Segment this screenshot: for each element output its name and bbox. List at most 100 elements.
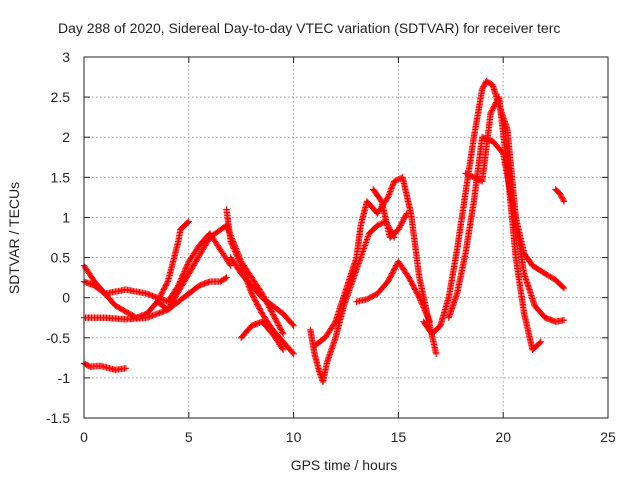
data-point-marks xyxy=(97,362,118,373)
data-point-marks xyxy=(112,302,139,321)
y-tick-label: 3 xyxy=(62,49,70,65)
data-point-marks xyxy=(223,206,234,244)
data-point-marks xyxy=(238,270,254,288)
data-point-marks xyxy=(495,93,511,171)
data-point-marks xyxy=(529,339,544,353)
data-point-marks xyxy=(529,262,548,276)
y-tick-label: 2.5 xyxy=(51,89,71,105)
data-point-marks xyxy=(259,294,275,308)
data-point-marks xyxy=(91,278,118,308)
data-point-marks xyxy=(353,223,364,261)
data-point-marks xyxy=(541,270,558,283)
data-point-marks xyxy=(185,235,213,277)
data-point-marks xyxy=(386,227,401,241)
y-tick-label: 1.5 xyxy=(51,169,71,185)
data-point-marks xyxy=(357,231,372,261)
series-track-12 xyxy=(370,186,410,241)
y-tick-label: 2 xyxy=(62,129,70,145)
data-point-marks xyxy=(342,255,360,293)
data-series xyxy=(80,77,568,386)
axis-ticks: 0 5 10 15 20 25 -1.5 -1 -0.5 0 0.5 1 1.5 2 2.5 3 xyxy=(46,49,616,445)
data-point-marks xyxy=(512,254,528,316)
data-point-marks xyxy=(238,323,254,341)
data-point-marks xyxy=(279,310,296,328)
data-point-marks xyxy=(556,190,567,204)
data-point-marks xyxy=(319,360,330,386)
data-point-marks xyxy=(269,330,286,352)
data-point-marks xyxy=(206,230,223,252)
data-point-marks xyxy=(227,238,244,268)
data-point-marks xyxy=(407,210,423,280)
data-point-mark xyxy=(403,210,410,217)
data-point-marks xyxy=(531,302,548,320)
plot-frame xyxy=(83,56,609,419)
data-point-marks xyxy=(453,251,469,297)
data-point-mark xyxy=(537,338,545,345)
series-track-8 xyxy=(238,318,287,354)
data-point-marks xyxy=(504,166,519,260)
data-point-marks xyxy=(307,326,318,356)
y-tick-label: -1.5 xyxy=(46,410,70,426)
y-tick-label: 0 xyxy=(62,290,70,306)
x-tick-label: 25 xyxy=(600,429,616,445)
y-tick-label: 1 xyxy=(62,209,70,225)
data-point-marks xyxy=(196,231,212,249)
data-point-marks xyxy=(470,87,486,141)
data-point-marks xyxy=(269,302,286,316)
grid-lines xyxy=(84,57,608,418)
series-track-15 xyxy=(462,93,545,353)
data-point-marks xyxy=(521,270,538,308)
data-point-marks xyxy=(143,299,160,317)
data-point-marks xyxy=(177,219,191,233)
data-point-marks xyxy=(357,199,370,229)
data-point-marks xyxy=(259,318,275,336)
data-point-marks xyxy=(365,223,380,237)
data-point-marks xyxy=(416,294,433,324)
data-point-marks xyxy=(185,243,202,265)
data-point-marks xyxy=(363,198,380,216)
chart-title: Day 288 of 2020, Sidereal Day-to-day VTE… xyxy=(58,20,560,36)
data-point-marks xyxy=(428,323,443,337)
x-tick-label: 0 xyxy=(80,429,88,445)
y-tick-label: 0.5 xyxy=(51,250,71,266)
data-point-marks xyxy=(279,338,296,356)
data-point-marks xyxy=(101,314,128,323)
series-track-10 xyxy=(311,174,440,358)
data-point-marks xyxy=(164,283,181,305)
x-tick-label: 10 xyxy=(286,429,302,445)
data-point-marks xyxy=(217,275,229,285)
data-point-marks xyxy=(552,186,562,196)
data-point-marks xyxy=(259,310,275,332)
data-point-marks xyxy=(437,295,452,329)
data-point-mark xyxy=(223,274,230,281)
data-point-marks xyxy=(164,239,182,285)
data-point-marks xyxy=(384,179,397,201)
data-point-marks xyxy=(420,318,435,336)
y-tick-label: -1 xyxy=(58,370,71,386)
data-point-marks xyxy=(552,276,567,291)
x-tick-label: 20 xyxy=(495,429,511,445)
x-tick-label: 5 xyxy=(185,429,193,445)
data-point-mark xyxy=(290,322,297,329)
series-track-16 xyxy=(552,186,568,205)
data-point-marks xyxy=(321,319,338,341)
data-point-marks xyxy=(378,198,393,240)
data-point-marks xyxy=(399,174,414,216)
data-point-marks xyxy=(521,310,536,352)
data-point-marks xyxy=(521,250,535,268)
data-point-marks xyxy=(217,246,233,268)
data-point-marks xyxy=(349,255,364,285)
data-point-marks xyxy=(395,211,410,233)
data-point-marks xyxy=(164,299,181,313)
data-point-mark xyxy=(279,346,287,354)
data-point-marks xyxy=(405,274,422,300)
data-point-marks xyxy=(175,291,191,305)
x-axis-label: GPS time / hours xyxy=(291,457,398,473)
data-point-mark xyxy=(432,350,440,358)
data-point-marks xyxy=(453,191,469,253)
data-point-marks xyxy=(332,304,347,341)
data-point-marks xyxy=(185,283,202,297)
data-point-mark xyxy=(185,218,192,225)
series-track-11 xyxy=(353,258,434,325)
